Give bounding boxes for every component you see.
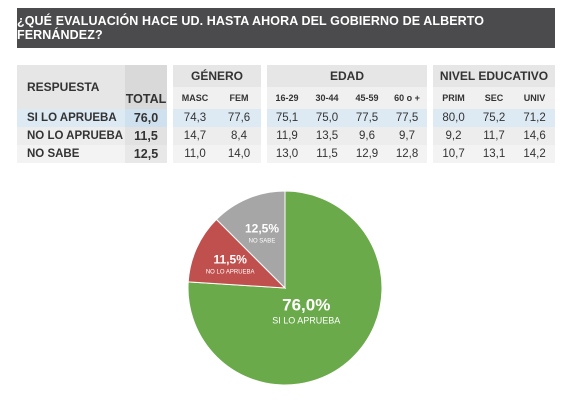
row-total: 76,0	[125, 109, 167, 127]
cell-30-44: 13,5	[307, 127, 348, 145]
cell-fem: 8,4	[217, 127, 262, 145]
table-row-no-lo-aprueba: NO LO APRUEBA 11,5 14,7 8,4 11,9 13,5 9,…	[17, 127, 556, 145]
table-row-no-sabe: NO SABE 12,5 11,0 14,0 13,0 11,5 12,9 12…	[17, 145, 556, 163]
cell-masc: 11,0	[173, 145, 217, 163]
header-edad: EDAD	[267, 65, 428, 87]
cell-sec: 75,2	[474, 109, 515, 127]
cell-univ: 71,2	[514, 109, 556, 127]
pie-category-label: NO SABE	[249, 238, 276, 244]
subheader-fem: FEM	[217, 87, 262, 109]
cell-60-plus: 12,8	[387, 145, 428, 163]
cell-univ: 14,6	[514, 127, 556, 145]
subheader-masc: MASC	[173, 87, 217, 109]
subheader-sec: SEC	[474, 87, 515, 109]
cell-prim: 80,0	[433, 109, 475, 127]
cell-45-59: 12,9	[347, 145, 388, 163]
pie-value-label: 76,0%	[282, 296, 330, 315]
header-total: TOTAL	[125, 65, 167, 109]
cell-masc: 74,3	[173, 109, 217, 127]
row-total: 11,5	[125, 127, 167, 145]
subheader-prim: PRIM	[433, 87, 475, 109]
header-genero: GÉNERO	[173, 65, 262, 87]
pie-slice-no-sabe	[215, 190, 286, 290]
row-label: NO LO APRUEBA	[17, 127, 125, 145]
cell-16-29: 11,9	[267, 127, 308, 145]
cell-fem: 14,0	[217, 145, 262, 163]
subheader-univ: UNIV	[514, 87, 556, 109]
row-label: NO SABE	[17, 145, 125, 163]
cell-sec: 13,1	[474, 145, 515, 163]
cell-16-29: 13,0	[267, 145, 308, 163]
survey-table: RESPUESTA TOTAL GÉNERO EDAD NIVEL EDUCAT…	[17, 65, 556, 163]
subheader-30-44: 30-44	[307, 87, 348, 109]
cell-45-59: 9,6	[347, 127, 388, 145]
row-total: 12,5	[125, 145, 167, 163]
cell-univ: 14,2	[514, 145, 556, 163]
cell-60-plus: 77,5	[387, 109, 428, 127]
cell-60-plus: 9,7	[387, 127, 428, 145]
cell-masc: 14,7	[173, 127, 217, 145]
cell-prim: 9,2	[433, 127, 475, 145]
cell-30-44: 75,0	[307, 109, 348, 127]
pie-slice-no-lo-aprueba	[187, 218, 287, 289]
pie-category-label: NO LO APRUEBA	[206, 269, 255, 275]
cell-fem: 77,6	[217, 109, 262, 127]
cell-prim: 10,7	[433, 145, 475, 163]
table-row-si-lo-aprueba: SI LO APRUEBA 76,0 74,3 77,6 75,1 75,0 7…	[17, 109, 556, 127]
chart-title: ¿QUÉ EVALUACIÓN HACE UD. HASTA AHORA DEL…	[17, 8, 555, 48]
pie-value-label: 11,5%	[214, 252, 248, 266]
pie-category-label: SI LO APRUEBA	[272, 316, 340, 326]
subheader-45-59: 45-59	[347, 87, 388, 109]
subheader-60-plus: 60 o +	[387, 87, 428, 109]
header-respuesta: RESPUESTA	[17, 65, 125, 109]
cell-sec: 11,7	[474, 127, 515, 145]
pie-value-label: 12,5%	[245, 221, 279, 235]
pie-slice-si-lo-aprueba	[187, 190, 383, 386]
cell-45-59: 77,5	[347, 109, 388, 127]
cell-30-44: 11,5	[307, 145, 348, 163]
cell-16-29: 75,1	[267, 109, 308, 127]
header-nivel-educativo: NIVEL EDUCATIVO	[433, 65, 556, 87]
subheader-16-29: 16-29	[267, 87, 308, 109]
row-label: SI LO APRUEBA	[17, 109, 125, 127]
